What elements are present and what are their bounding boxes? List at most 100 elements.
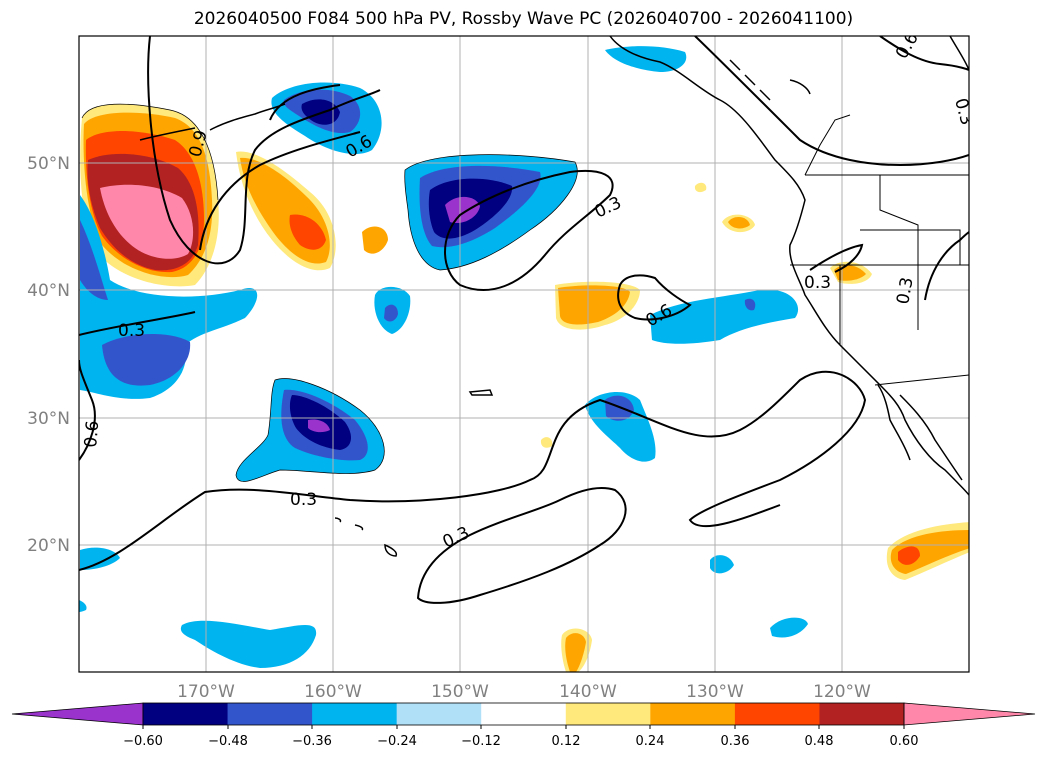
colorbar-segment (734, 703, 820, 725)
latitude-labels: 50°N 40°N 30°N 20°N (27, 154, 70, 556)
coastline-canada-edge (949, 36, 969, 71)
pv-negative-mid-blue (605, 395, 634, 421)
contour-label: 0.3 (118, 321, 145, 341)
contour-0.3-south-1 (79, 370, 867, 571)
pv-negative-tiny-cyan (79, 600, 87, 612)
coastline-baja-outer (899, 394, 963, 481)
coastline-aleutians-west (139, 127, 196, 141)
border-us-mexico (874, 374, 969, 386)
coastline-north-america (609, 36, 969, 496)
colorbar-segment (396, 703, 482, 725)
contour-label: 0.6 (81, 420, 103, 449)
lon-label-120w: 120°W (813, 682, 871, 702)
colorbar-tick-label: −0.12 (461, 734, 501, 749)
pv-positive-se-red (898, 546, 920, 565)
colorbar-tick-label: −0.36 (292, 734, 332, 749)
pv-negative-aleutian-navy (301, 99, 340, 125)
graticule (79, 36, 969, 672)
pv-positive-band-red (289, 214, 326, 250)
contour-0.6-ne-top (879, 36, 969, 71)
contour-0.3-west (79, 311, 196, 336)
pv-negative-west-blue-strip (80, 220, 108, 300)
lon-label-150w: 150°W (431, 682, 489, 702)
pv-negative-mid-cyan (585, 391, 656, 462)
colorbar-tick-label: 0.36 (721, 734, 750, 749)
contour-0.3-east (924, 231, 969, 301)
pv-negative-sw-cyan (180, 620, 317, 668)
hawaii-maui (354, 524, 364, 531)
colorbar-extend-high (903, 702, 1036, 726)
thin-contours (81, 103, 578, 482)
contour-0.6-ne (694, 36, 969, 167)
hawaii-oahu (334, 517, 342, 523)
colorbar-segment (650, 703, 736, 725)
colorbar-segment (227, 703, 313, 725)
colorbar-tick-label: −0.24 (377, 734, 417, 749)
colorbar: −0.60 −0.48 −0.36 −0.24 −0.12 0.12 0.24 0.36 0.4… (11, 702, 1036, 749)
colorbar-tick-label: 0.24 (636, 734, 665, 749)
map-background (79, 36, 969, 672)
pv-positive-nw-pink (100, 184, 194, 259)
colorbar-tick-label: −0.60 (123, 734, 163, 749)
contour-0.6-north (269, 84, 341, 121)
contour-0.6-east (617, 274, 692, 321)
contour-0.3-coast (809, 243, 864, 273)
coastline-aleutians-east (209, 103, 286, 131)
lon-label-170w: 170°W (177, 682, 235, 702)
colorbar-tick-label: 0.48 (805, 734, 834, 749)
pv-negative-west-blue (102, 334, 191, 386)
pv-negative-east-blue (744, 298, 756, 311)
pv-negative-south-purple (308, 419, 330, 433)
border-state-5 (860, 229, 961, 265)
pv-positive-east-orange (558, 285, 630, 325)
pv-positive-dot-yellow (540, 437, 553, 448)
colorbar-segment (143, 703, 229, 725)
contour-0.3-south-loop (416, 487, 627, 604)
contour-0.9-north (147, 36, 381, 265)
longitude-labels: 170°W 160°W 150°W 140°W 130°W 120°W (177, 682, 871, 702)
colorbar-segment (312, 703, 398, 725)
lon-label-130w: 130°W (686, 682, 744, 702)
contour-0.6-band (199, 131, 361, 251)
border-alaska-canada (804, 114, 851, 176)
political-borders (790, 114, 969, 386)
border-state-1 (879, 175, 919, 265)
figure-title: 2026040500 F084 500 hPa PV, Rossby Wave … (193, 9, 854, 29)
colorbar-segment (481, 703, 567, 725)
lon-label-160w: 160°W (304, 682, 362, 702)
contour-0.3-central (444, 169, 614, 292)
pv-positive-south-orange (565, 633, 586, 672)
thin-contour-nw (81, 103, 219, 201)
contour-label: 0.3 (893, 276, 917, 306)
contour-label: 0.3 (804, 273, 831, 293)
coastline-alaska-panhandle (729, 59, 771, 101)
lat-label-40n: 40°N (27, 281, 70, 301)
contour-label: 0.3 (290, 490, 317, 510)
coastline-baja-inner (877, 384, 911, 461)
pv-negative-west-edge-cyan (80, 547, 120, 570)
thin-contour-central (404, 154, 578, 271)
colorbar-tick-label: 0.60 (890, 734, 919, 749)
pv-positive-small-orange (362, 226, 388, 254)
colorbar-segment (819, 703, 905, 725)
colorbar-segment (565, 703, 651, 725)
coastline-alaska-fragment (789, 79, 811, 95)
pv-negative-small-cyan-3 (770, 617, 808, 638)
island-small (468, 389, 494, 396)
pv-shading (79, 46, 969, 672)
coastlines (139, 36, 969, 557)
pc-contours (79, 36, 969, 604)
pv-positive-dot-yellow-2 (694, 182, 707, 193)
colorbar-tick-label: −0.48 (208, 734, 248, 749)
lat-label-20n: 20°N (27, 536, 70, 556)
colorbar-tick-label: 0.12 (552, 734, 581, 749)
pv-negative-small-cyan-2 (710, 555, 734, 574)
colorbar-outline (142, 702, 905, 726)
pv-negative-central-purple (445, 196, 480, 224)
colorbar-extend-low (11, 702, 144, 726)
hawaii-big-island (384, 543, 398, 557)
contour-0.6-west (79, 359, 96, 461)
lat-label-30n: 30°N (27, 409, 70, 429)
pv-positive-small-orange-1 (728, 216, 750, 229)
